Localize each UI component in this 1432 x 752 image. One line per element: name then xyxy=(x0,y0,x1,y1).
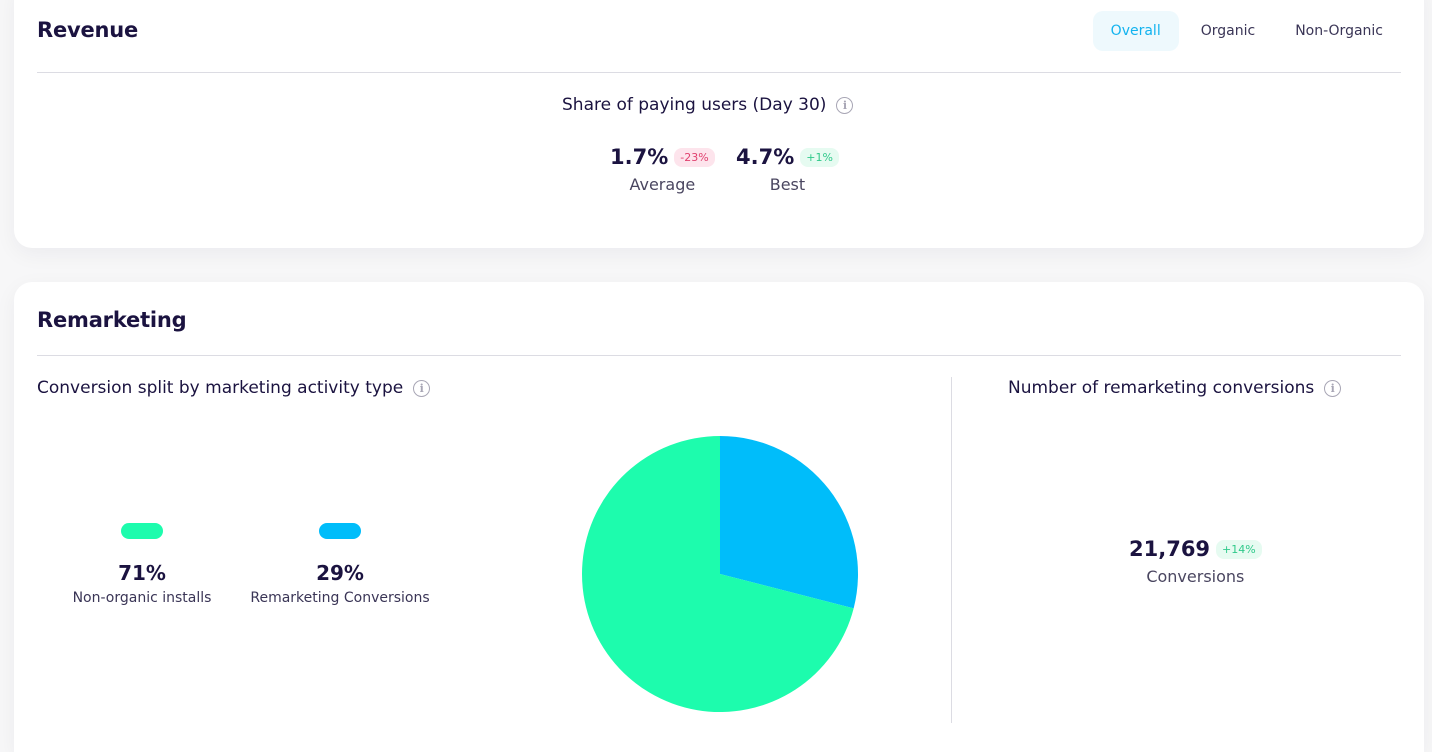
remarketing-divider xyxy=(37,355,1401,356)
legend-value-remarketing: 29% xyxy=(316,561,364,585)
average-label: Average xyxy=(629,175,696,194)
revenue-tabs: Overall Organic Non-Organic xyxy=(1092,11,1401,51)
legend-value-non-organic: 71% xyxy=(118,561,166,585)
tab-non-organic[interactable]: Non-Organic xyxy=(1277,11,1401,51)
pie-slice-non-organic[interactable] xyxy=(582,436,854,712)
legend-label-non-organic: Non-organic installs xyxy=(72,590,212,606)
conversions-kpi: 21,769 +14% Conversions xyxy=(1129,537,1262,586)
revenue-divider xyxy=(37,72,1401,73)
tab-overall[interactable]: Overall xyxy=(1092,11,1179,51)
best-change-badge: +1% xyxy=(800,147,839,167)
paying-users-heading: Share of paying users (Day 30) i xyxy=(562,95,854,115)
conversion-split-title: Conversion split by marketing activity t… xyxy=(37,378,404,398)
conversions-change-badge: +14% xyxy=(1216,539,1262,559)
average-kpi: 1.7% -23% Average xyxy=(610,145,715,194)
average-value: 1.7% xyxy=(610,145,669,169)
revenue-card: Revenue Overall Organic Non-Organic Shar… xyxy=(14,0,1424,248)
remarketing-conversions-title: Number of remarketing conversions xyxy=(1008,378,1315,398)
pie-slice-remarketing[interactable] xyxy=(720,436,858,609)
conversion-split-heading: Conversion split by marketing activity t… xyxy=(37,378,431,398)
legend-non-organic: 71% Non-organic installs xyxy=(42,523,242,606)
best-label: Best xyxy=(769,175,806,194)
conversions-value: 21,769 xyxy=(1129,537,1211,561)
remarketing-card: Remarketing Conversion split by marketin… xyxy=(14,282,1424,752)
legend-remarketing: 29% Remarketing Conversions xyxy=(240,523,440,606)
info-icon[interactable]: i xyxy=(413,379,431,397)
average-change-badge: -23% xyxy=(674,147,715,167)
remarketing-conversions-heading: Number of remarketing conversions i xyxy=(1008,378,1342,398)
legend-swatch-remarketing xyxy=(319,523,361,539)
legend-label-remarketing: Remarketing Conversions xyxy=(250,590,430,606)
legend-swatch-non-organic xyxy=(121,523,163,539)
info-icon[interactable]: i xyxy=(1324,379,1342,397)
tab-organic[interactable]: Organic xyxy=(1183,11,1273,51)
info-icon[interactable]: i xyxy=(836,96,854,114)
conversions-label: Conversions xyxy=(1146,567,1245,586)
vertical-divider xyxy=(951,377,952,723)
conversion-split-pie-chart xyxy=(582,436,858,712)
best-kpi: 4.7% +1% Best xyxy=(736,145,839,194)
best-value: 4.7% xyxy=(736,145,795,169)
paying-users-title: Share of paying users (Day 30) xyxy=(562,95,827,115)
revenue-title: Revenue xyxy=(37,18,139,42)
remarketing-title: Remarketing xyxy=(37,308,187,332)
